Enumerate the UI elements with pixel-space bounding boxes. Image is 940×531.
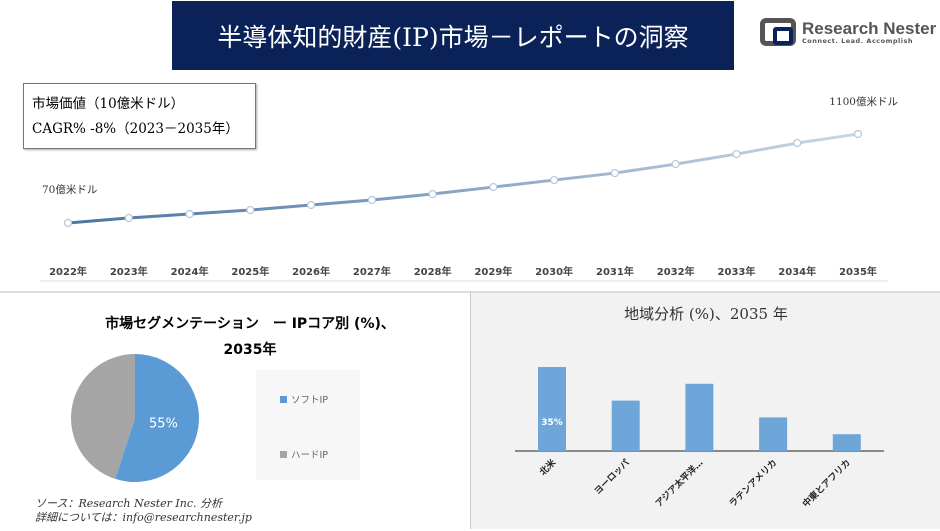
x-tick-label: 2029年 [474, 265, 512, 278]
x-tick-label: ヨーロッパ [592, 457, 632, 497]
source-note: ソース：Research Nester Inc. 分析 詳細については：info… [35, 497, 252, 525]
pie-chart: 55% [71, 354, 199, 482]
pie-title: 市場セグメンテーション ー IPコア別 (%)、2035年 [105, 316, 395, 358]
bar [611, 400, 640, 451]
market-value-label: 市場価値（10億米ドル） [32, 96, 185, 112]
x-tick-label: 2022年 [49, 265, 87, 278]
bar-label: 35% [541, 418, 563, 428]
market-info-box: 市場価値（10億米ドル） CAGR% -8%（2023－2035年） [23, 83, 256, 149]
bar [832, 434, 861, 451]
logo-name: Research Nester [802, 18, 937, 38]
data-point [853, 129, 863, 139]
data-point [124, 213, 133, 223]
source-line: ソース：Research Nester Inc. 分析 [35, 497, 223, 510]
legend-label: ハードIP [291, 450, 329, 461]
data-point [185, 209, 194, 219]
bar-title: 地域分析 (%)、2035 年 [624, 305, 788, 323]
bar [538, 367, 566, 451]
data-point [63, 218, 73, 228]
bar [685, 383, 714, 451]
logo: Research Nester Connect. Lead. Accomplis… [760, 18, 936, 46]
legend-label: ソフトIP [291, 395, 329, 406]
legend-item-soft-ip: ソフトIP [280, 392, 328, 406]
value-annotation: 70億米ドル [42, 183, 97, 196]
pie-slice [71, 354, 135, 479]
x-tick-label: 2026年 [292, 265, 330, 278]
x-tick-label: 2023年 [110, 265, 148, 278]
data-point [489, 182, 498, 192]
data-point [246, 205, 255, 215]
series-line [67, 132, 859, 225]
x-tick-label: 2025年 [231, 265, 269, 278]
cagr-label: CAGR% -8%（2023－2035年） [32, 121, 239, 137]
logo-tagline: Connect. Lead. Accomplish [802, 36, 913, 45]
data-point [306, 200, 316, 210]
x-tick-label: 2027年 [353, 265, 391, 278]
x-tick-label: 2024年 [171, 265, 209, 278]
data-point [671, 159, 680, 169]
data-point [732, 149, 741, 159]
data-point [793, 138, 802, 148]
x-tick-label: 北米 [537, 456, 559, 478]
market-value-line-chart: 2022年 2023年 2024年 2025年 2026年 2027年 2028年 2029年… [40, 95, 898, 282]
x-tick-label: 2035年 [839, 265, 877, 278]
value-annotation: 1100億米ドル [829, 95, 898, 108]
data-point [367, 195, 376, 205]
slice-label: 55% [149, 417, 178, 432]
pie-slice [115, 354, 199, 482]
pie-legend: ソフトIP ハードIP [256, 370, 360, 480]
legend-item-hard-ip: ハードIP [280, 447, 328, 461]
x-tick-label: 2034年 [778, 265, 816, 278]
contact-line: 詳細については：info@researchnester.jp [35, 511, 252, 524]
x-tick-label: ラテンアメリカ [727, 457, 779, 509]
x-tick-label: 2033年 [718, 265, 756, 278]
segment-panel: 市場セグメンテーション ー IPコア別 (%)、2035年 [0, 291, 470, 529]
x-tick-label: アジア太平洋… [653, 457, 706, 510]
x-tick-label: 2031年 [596, 265, 634, 278]
x-tick-label: 中東とアフリカ [800, 457, 853, 510]
data-point [610, 168, 620, 178]
logo-mark-icon [760, 18, 796, 46]
regional-bar-chart: 35% 北米 ヨーロッパ アジア太平洋… ラテンアメリカ 中東とアフリカ [515, 367, 884, 510]
page-title: 半導体知的財産(IP)市場－レポートの洞察 [172, 1, 734, 70]
bar [759, 417, 788, 451]
x-tick-label: 2028年 [414, 265, 452, 278]
x-tick-label: 2030年 [535, 265, 573, 278]
data-point [428, 189, 437, 199]
x-tick-label: 2032年 [657, 265, 695, 278]
regional-panel: 地域分析 (%)、2035 年 35% 北米 ヨーロッパ アジア太平洋… ラテンアメリカ… [470, 291, 940, 529]
data-point [550, 175, 559, 185]
